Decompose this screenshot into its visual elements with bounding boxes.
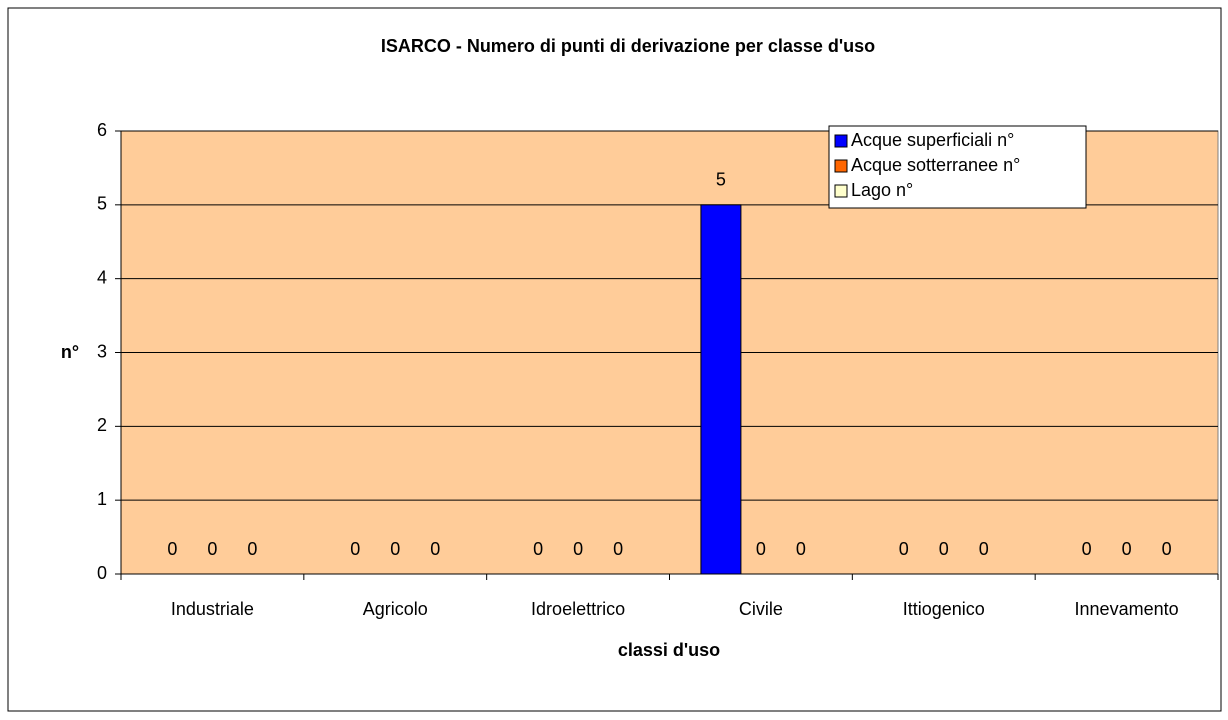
data-label: 0 [533,539,543,559]
y-tick-label: 3 [97,341,107,361]
data-label: 0 [350,539,360,559]
y-tick-label: 5 [97,194,107,214]
legend [828,125,1087,209]
y-axis-title: n° [61,342,79,362]
data-label: 0 [613,539,623,559]
x-tick-label: Civile [739,599,783,619]
chart-title: ISARCO - Numero di punti di derivazione … [381,36,875,56]
data-label: 0 [1082,539,1092,559]
data-label: 0 [1162,539,1172,559]
data-label: 0 [207,539,217,559]
bar [700,204,742,575]
data-label: 0 [573,539,583,559]
x-tick-label: Idroelettrico [531,599,625,619]
data-label: 0 [1122,539,1132,559]
legend-swatch [834,184,848,198]
data-label: 0 [167,539,177,559]
data-label: 5 [716,170,726,190]
y-tick-label: 1 [97,489,107,509]
y-tick-label: 4 [97,267,107,287]
y-tick-label: 2 [97,415,107,435]
legend-swatch [834,134,848,148]
legend-label: Acque sotterranee n° [851,155,1020,175]
legend-label: Acque superficiali n° [851,130,1014,150]
data-label: 0 [939,539,949,559]
legend-label: Lago n° [851,180,913,200]
x-tick-label: Innevamento [1075,599,1179,619]
data-label: 0 [430,539,440,559]
y-tick-label: 0 [97,563,107,583]
data-label: 0 [796,539,806,559]
data-label: 0 [247,539,257,559]
x-tick-label: Industriale [171,599,254,619]
legend-swatch [834,159,848,173]
data-label: 0 [979,539,989,559]
y-tick-label: 6 [97,120,107,140]
x-tick-label: Agricolo [363,599,428,619]
data-label: 0 [390,539,400,559]
x-axis-title: classi d'uso [618,640,720,660]
data-label: 0 [899,539,909,559]
data-label: 0 [756,539,766,559]
x-tick-label: Ittiogenico [903,599,985,619]
